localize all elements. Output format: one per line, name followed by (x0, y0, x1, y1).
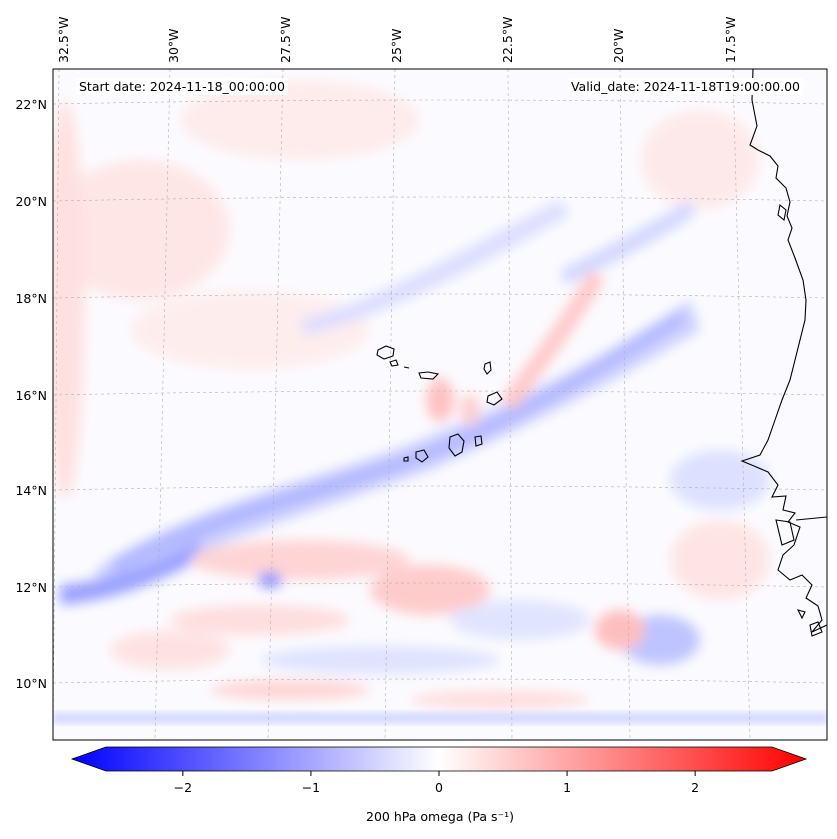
valid-date-label: Valid_date: 2024-11-18T19:00:00.00 (567, 78, 803, 95)
lon-label: 25°W (389, 28, 404, 63)
longitude-labels: 32.5°W 30°W 27.5°W 25°W 22.5°W 20°W 17.5… (56, 17, 738, 63)
lon-label: 22.5°W (500, 17, 515, 63)
cape-verde-islands (376, 345, 503, 463)
omega-field (53, 80, 770, 710)
lat-label: 22°N (15, 97, 47, 112)
lon-label: 30°W (166, 28, 181, 63)
southern-blue-strip (53, 712, 827, 724)
colorbar: −2 −1 0 1 2 200 hPa omega (Pa s⁻¹) (70, 746, 808, 824)
colorbar-bar (70, 746, 808, 772)
gridlines (53, 69, 827, 740)
lat-label: 18°N (15, 291, 47, 306)
map-frame (52, 68, 828, 741)
colorbar-tick-label: 2 (691, 780, 699, 795)
latitude-labels: 22°N 20°N 18°N 16°N 14°N 12°N 10°N (15, 97, 47, 691)
colorbar-label: 200 hPa omega (Pa s⁻¹) (366, 809, 514, 824)
lat-label: 20°N (15, 194, 47, 209)
lat-label: 12°N (15, 580, 47, 595)
colorbar-ticks: −2 −1 0 1 2 (174, 771, 699, 795)
lat-label: 14°N (15, 483, 47, 498)
colorbar-tick-label: 1 (563, 780, 571, 795)
lon-label: 20°W (611, 28, 626, 63)
lon-label: 27.5°W (278, 17, 293, 63)
lon-label: 32.5°W (56, 17, 71, 63)
start-date-label: Start date: 2024-11-18_00:00:00 (76, 78, 288, 95)
map-panel (53, 69, 827, 740)
coastline (740, 69, 827, 637)
colorbar-tick-label: 0 (435, 780, 443, 795)
colorbar-tick-label: −2 (174, 780, 192, 795)
colorbar-tick-label: −1 (302, 780, 320, 795)
lon-label: 17.5°W (723, 17, 738, 63)
lat-label: 10°N (15, 676, 47, 691)
lat-label: 16°N (15, 388, 47, 403)
